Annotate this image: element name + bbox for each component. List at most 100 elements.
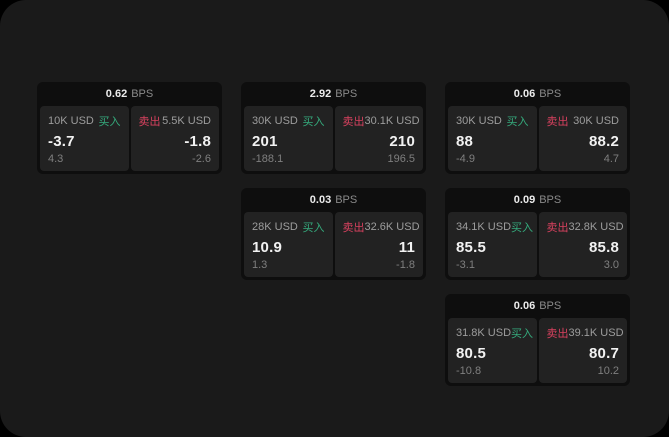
sell-price: 85.8 xyxy=(589,238,619,256)
sell-panel[interactable]: 卖出 39.1K USD 80.7 10.2 xyxy=(538,318,627,383)
sell-label: 卖出 xyxy=(546,222,569,234)
sell-panel[interactable]: 卖出 32.8K USD 85.8 3.0 xyxy=(538,212,627,277)
sell-price: -1.8 xyxy=(184,132,211,150)
buy-price: -3.7 xyxy=(48,132,75,150)
buy-label: 买入 xyxy=(511,328,534,340)
card-header: 2.92 BPS xyxy=(244,82,423,106)
sell-amount: 39.1K USD xyxy=(568,327,624,339)
buy-panel-top: 10K USD 买入 xyxy=(48,113,121,129)
sell-panel-top: 卖出 32.6K USD xyxy=(342,219,420,235)
sell-change: 196.5 xyxy=(387,153,415,165)
buy-panel-top: 30K USD 买入 xyxy=(252,113,325,129)
buy-panel[interactable]: 31.8K USD 买入 80.5 -10.8 xyxy=(448,318,537,383)
sell-change: -1.8 xyxy=(396,259,415,271)
quote-panels: 10K USD 买入 -3.7 4.3 卖出 5.5K USD -1.8 -2.… xyxy=(40,106,219,171)
quote-card: 2.92 BPS 30K USD 买入 201 -188.1 卖出 30.1K … xyxy=(241,82,426,174)
buy-panel-top: 28K USD 买入 xyxy=(252,219,325,235)
sell-panel[interactable]: 卖出 30K USD 88.2 4.7 xyxy=(538,106,627,171)
card-header: 0.03 BPS xyxy=(244,188,423,212)
bps-unit: BPS xyxy=(335,88,358,100)
sell-change: -2.6 xyxy=(192,153,211,165)
bps-unit: BPS xyxy=(131,88,154,100)
sell-change: 10.2 xyxy=(597,365,619,377)
sell-amount: 30.1K USD xyxy=(364,115,420,127)
sell-amount: 32.8K USD xyxy=(568,221,624,233)
buy-change: 1.3 xyxy=(252,259,268,271)
buy-panel[interactable]: 34.1K USD 买入 85.5 -3.1 xyxy=(448,212,537,277)
bps-value: 0.62 xyxy=(105,88,128,100)
bps-unit: BPS xyxy=(335,194,358,206)
buy-price: 88 xyxy=(456,132,474,150)
card-header: 0.09 BPS xyxy=(448,188,627,212)
sell-amount: 30K USD xyxy=(573,115,619,127)
buy-label: 买入 xyxy=(302,222,325,234)
sell-label: 卖出 xyxy=(546,116,569,128)
buy-panel[interactable]: 10K USD 买入 -3.7 4.3 xyxy=(40,106,129,171)
bps-unit: BPS xyxy=(539,194,562,206)
buy-panel[interactable]: 30K USD 买入 201 -188.1 xyxy=(244,106,333,171)
sell-price: 210 xyxy=(389,132,415,150)
sell-panel-top: 卖出 5.5K USD xyxy=(139,113,212,129)
card-header: 0.06 BPS xyxy=(448,294,627,318)
buy-label: 买入 xyxy=(302,116,325,128)
bps-unit: BPS xyxy=(539,300,562,312)
buy-panel[interactable]: 30K USD 买入 88 -4.9 xyxy=(448,106,537,171)
buy-change: -4.9 xyxy=(456,153,475,165)
buy-amount: 10K USD xyxy=(48,115,94,127)
quote-panels: 30K USD 买入 88 -4.9 卖出 30K USD 88.2 4.7 xyxy=(448,106,627,171)
buy-change: 4.3 xyxy=(48,153,64,165)
sell-price: 80.7 xyxy=(589,344,619,362)
buy-label: 买入 xyxy=(506,116,529,128)
buy-price: 201 xyxy=(252,132,278,150)
buy-amount: 28K USD xyxy=(252,221,298,233)
buy-price: 80.5 xyxy=(456,344,486,362)
quote-panels: 31.8K USD 买入 80.5 -10.8 卖出 39.1K USD 80.… xyxy=(448,318,627,383)
buy-amount: 31.8K USD xyxy=(456,327,512,339)
quote-card: 0.09 BPS 34.1K USD 买入 85.5 -3.1 卖出 32.8K… xyxy=(445,188,630,280)
sell-price: 88.2 xyxy=(589,132,619,150)
sell-label: 卖出 xyxy=(342,116,365,128)
quote-cards-grid: 0.62 BPS 10K USD 买入 -3.7 4.3 卖出 5.5K USD xyxy=(37,82,630,386)
bps-value: 0.09 xyxy=(513,194,536,206)
bps-unit: BPS xyxy=(539,88,562,100)
buy-panel[interactable]: 28K USD 买入 10.9 1.3 xyxy=(244,212,333,277)
sell-panel-top: 卖出 32.8K USD xyxy=(546,219,624,235)
sell-panel[interactable]: 卖出 30.1K USD 210 196.5 xyxy=(334,106,423,171)
bps-value: 0.06 xyxy=(513,88,536,100)
quote-card: 0.03 BPS 28K USD 买入 10.9 1.3 卖出 32.6K US… xyxy=(241,188,426,280)
buy-change: -3.1 xyxy=(456,259,475,271)
buy-panel-top: 34.1K USD 买入 xyxy=(456,219,533,235)
quote-card: 0.06 BPS 31.8K USD 买入 80.5 -10.8 卖出 39.1… xyxy=(445,294,630,386)
sell-panel[interactable]: 卖出 32.6K USD 11 -1.8 xyxy=(334,212,423,277)
card-header: 0.62 BPS xyxy=(40,82,219,106)
sell-price: 11 xyxy=(398,238,415,256)
bps-value: 2.92 xyxy=(309,88,332,100)
sell-label: 卖出 xyxy=(546,328,569,340)
buy-panel-top: 30K USD 买入 xyxy=(456,113,529,129)
buy-amount: 30K USD xyxy=(252,115,298,127)
sell-panel-top: 卖出 39.1K USD xyxy=(546,325,624,341)
quote-card: 0.62 BPS 10K USD 买入 -3.7 4.3 卖出 5.5K USD xyxy=(37,82,222,174)
bps-value: 0.03 xyxy=(309,194,332,206)
buy-amount: 30K USD xyxy=(456,115,502,127)
buy-panel-top: 31.8K USD 买入 xyxy=(456,325,533,341)
sell-label: 卖出 xyxy=(342,222,365,234)
card-header: 0.06 BPS xyxy=(448,82,627,106)
sell-panel-top: 卖出 30.1K USD xyxy=(342,113,420,129)
quote-panels: 30K USD 买入 201 -188.1 卖出 30.1K USD 210 1… xyxy=(244,106,423,171)
sell-label: 卖出 xyxy=(138,116,161,128)
quote-card: 0.06 BPS 30K USD 买入 88 -4.9 卖出 30K USD xyxy=(445,82,630,174)
buy-price: 85.5 xyxy=(456,238,486,256)
buy-amount: 34.1K USD xyxy=(456,221,512,233)
buy-label: 买入 xyxy=(511,222,534,234)
quote-panels: 28K USD 买入 10.9 1.3 卖出 32.6K USD 11 -1.8 xyxy=(244,212,423,277)
bps-value: 0.06 xyxy=(513,300,536,312)
sell-panel-top: 卖出 30K USD xyxy=(547,113,620,129)
sell-amount: 5.5K USD xyxy=(162,115,211,127)
sell-panel[interactable]: 卖出 5.5K USD -1.8 -2.6 xyxy=(130,106,219,171)
sell-amount: 32.6K USD xyxy=(364,221,420,233)
quote-panels: 34.1K USD 买入 85.5 -3.1 卖出 32.8K USD 85.8… xyxy=(448,212,627,277)
buy-change: -188.1 xyxy=(252,153,284,165)
buy-label: 买入 xyxy=(98,116,121,128)
